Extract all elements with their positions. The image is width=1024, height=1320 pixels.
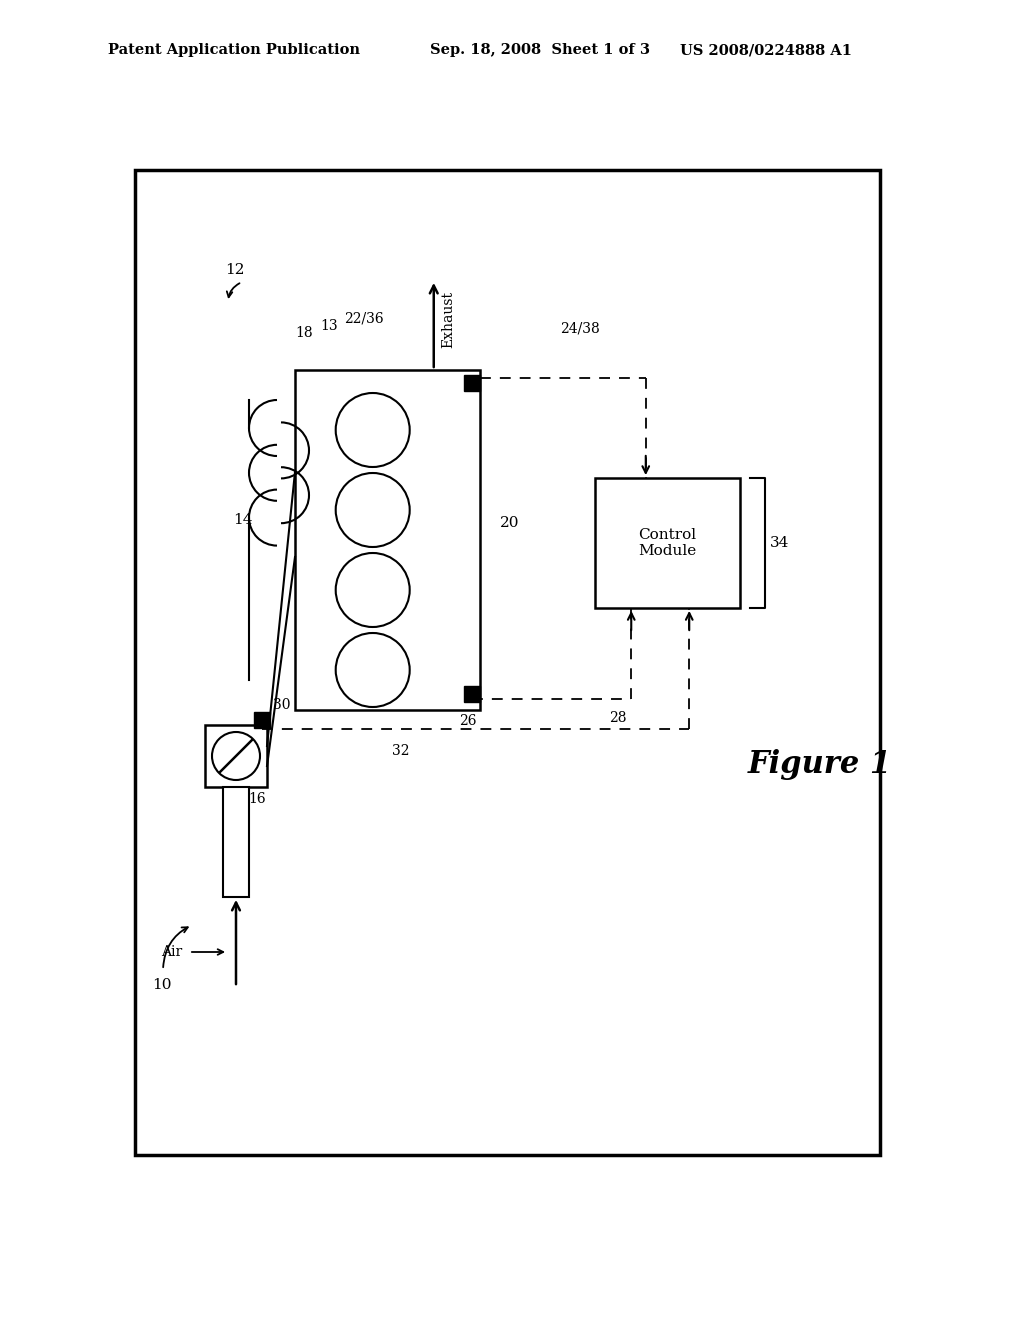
Text: Exhaust: Exhaust — [441, 292, 456, 348]
Text: 10: 10 — [152, 978, 171, 993]
Bar — [135, 170, 880, 1155]
Circle shape — [212, 733, 260, 780]
Text: 14: 14 — [233, 513, 253, 527]
Bar — [295, 370, 480, 710]
Text: Air: Air — [161, 945, 182, 960]
Text: 24/38: 24/38 — [560, 321, 600, 335]
Text: 32: 32 — [392, 744, 410, 758]
Bar — [205, 725, 267, 787]
Text: 18: 18 — [295, 326, 312, 341]
Circle shape — [336, 634, 410, 708]
Text: 26: 26 — [459, 714, 476, 729]
Text: Figure 1: Figure 1 — [748, 750, 892, 780]
Bar — [464, 375, 480, 391]
Text: 28: 28 — [608, 711, 627, 725]
Text: Patent Application Publication: Patent Application Publication — [108, 44, 360, 57]
Bar — [254, 711, 270, 729]
Text: 30: 30 — [273, 698, 291, 711]
Text: 34: 34 — [770, 536, 790, 550]
Bar — [223, 787, 249, 898]
Circle shape — [336, 553, 410, 627]
Circle shape — [336, 393, 410, 467]
Text: 12: 12 — [225, 263, 245, 277]
Bar — [595, 478, 740, 609]
Text: 16: 16 — [249, 792, 266, 807]
Text: 20: 20 — [500, 516, 519, 531]
Circle shape — [336, 473, 410, 546]
Text: 22/36: 22/36 — [344, 312, 384, 326]
Text: Control
Module: Control Module — [638, 528, 696, 558]
Bar — [464, 686, 480, 702]
Text: 13: 13 — [319, 319, 338, 333]
Text: Sep. 18, 2008  Sheet 1 of 3: Sep. 18, 2008 Sheet 1 of 3 — [430, 44, 650, 57]
Text: US 2008/0224888 A1: US 2008/0224888 A1 — [680, 44, 852, 57]
